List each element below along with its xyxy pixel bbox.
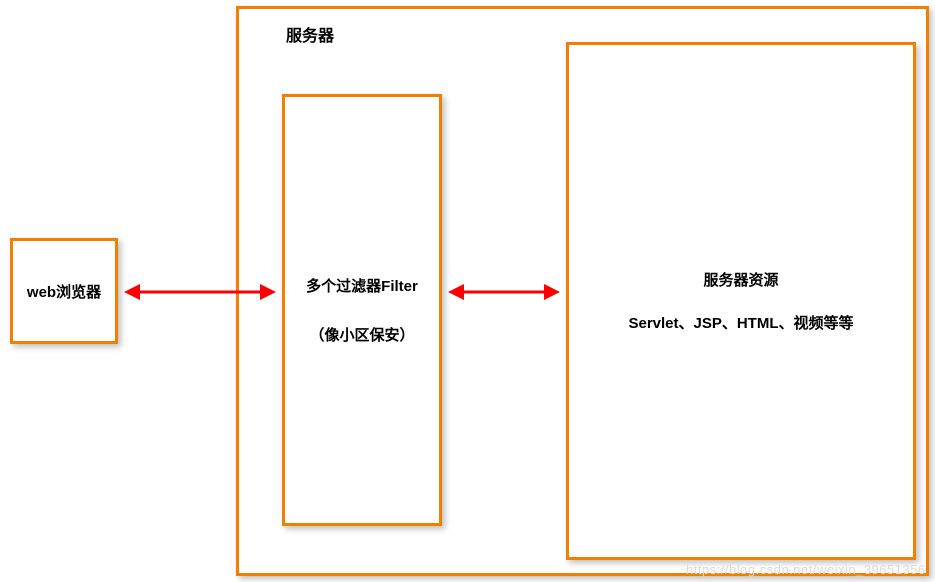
filter-label-line1: 多个过滤器Filter [306,275,418,296]
web-browser-box: web浏览器 [10,238,118,344]
server-container-title: 服务器 [286,22,334,46]
arrow-browser-to-server [106,282,294,302]
resources-label-line2: Servlet、JSP、HTML、视频等等 [628,312,853,333]
watermark-text: https://blog.csdn.net/weixin_39651356 [686,562,926,577]
web-browser-label: web浏览器 [27,281,101,302]
filter-label-line2: （像小区保安） [309,324,414,345]
arrow-filter-to-resources [430,282,578,302]
resources-box: 服务器资源 Servlet、JSP、HTML、视频等等 [566,42,916,560]
filter-box: 多个过滤器Filter （像小区保安） [282,94,442,526]
resources-label-line1: 服务器资源 [703,269,778,290]
